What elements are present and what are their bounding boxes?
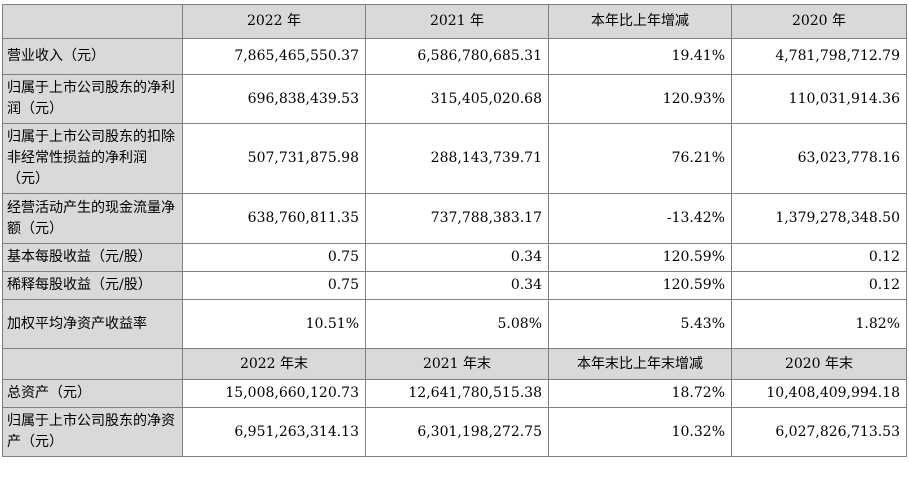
header-cell: 2021 年末 — [365, 348, 549, 380]
value-cell: 63,023,778.16 — [731, 123, 907, 194]
header-cell: 2022 年末 — [182, 348, 366, 380]
value-cell: 288,143,739.71 — [365, 123, 549, 194]
value-cell: 10.32% — [548, 407, 732, 457]
table-row: 归属于上市公司股东的净资产（元） 6,951,263,314.13 6,301,… — [2, 407, 907, 457]
row-label: 经营活动产生的现金流量净额（元） — [2, 193, 183, 244]
table-row: 基本每股收益（元/股） 0.75 0.34 120.59% 0.12 — [2, 243, 907, 272]
value-cell: 6,027,826,713.53 — [731, 407, 907, 457]
value-cell: 5.43% — [548, 299, 732, 349]
row-label: 归属于上市公司股东的扣除非经常性损益的净利润（元） — [2, 123, 183, 194]
row-label: 基本每股收益（元/股） — [2, 243, 183, 272]
header-cell: 2021 年 — [365, 4, 549, 39]
value-cell: 507,731,875.98 — [182, 123, 366, 194]
value-cell: 7,865,465,550.37 — [182, 38, 366, 75]
value-cell: 120.59% — [548, 243, 732, 272]
value-cell: 6,951,263,314.13 — [182, 407, 366, 457]
value-cell: 0.34 — [365, 271, 549, 300]
value-cell: 10,408,409,994.18 — [731, 379, 907, 408]
row-label: 加权平均净资产收益率 — [2, 299, 183, 349]
value-cell: 0.75 — [182, 271, 366, 300]
value-cell: 1.82% — [731, 299, 907, 349]
header-cell: 2020 年 — [731, 4, 907, 39]
row-label: 归属于上市公司股东的净资产（元） — [2, 407, 183, 457]
value-cell: 1,379,278,348.50 — [731, 193, 907, 244]
value-cell: 315,405,020.68 — [365, 74, 549, 124]
header-row-year-end: 2022 年末 2021 年末 本年末比上年末增减 2020 年末 — [2, 348, 907, 380]
row-label: 营业收入（元） — [2, 38, 183, 75]
value-cell: 0.12 — [731, 243, 907, 272]
value-cell: 4,781,798,712.79 — [731, 38, 907, 75]
value-cell: 18.72% — [548, 379, 732, 408]
value-cell: 19.41% — [548, 38, 732, 75]
header-cell: 2020 年末 — [731, 348, 907, 380]
value-cell: 0.75 — [182, 243, 366, 272]
row-label: 稀释每股收益（元/股） — [2, 271, 183, 300]
value-cell: 10.51% — [182, 299, 366, 349]
header-corner-cell — [2, 348, 183, 380]
value-cell: 76.21% — [548, 123, 732, 194]
row-label: 总资产（元） — [2, 379, 183, 408]
table-row: 营业收入（元） 7,865,465,550.37 6,586,780,685.3… — [2, 38, 907, 75]
header-row-year: 2022 年 2021 年 本年比上年增减 2020 年 — [2, 4, 907, 39]
value-cell: 638,760,811.35 — [182, 193, 366, 244]
value-cell: 737,788,383.17 — [365, 193, 549, 244]
value-cell: 0.12 — [731, 271, 907, 300]
header-cell: 本年比上年增减 — [548, 4, 732, 39]
table-row: 加权平均净资产收益率 10.51% 5.08% 5.43% 1.82% — [2, 299, 907, 349]
value-cell: 0.34 — [365, 243, 549, 272]
header-corner-cell — [2, 4, 183, 39]
financial-summary-table: 2022 年 2021 年 本年比上年增减 2020 年 营业收入（元） 7,8… — [2, 4, 907, 457]
value-cell: 15,008,660,120.73 — [182, 379, 366, 408]
value-cell: 6,301,198,272.75 — [365, 407, 549, 457]
value-cell: 12,641,780,515.38 — [365, 379, 549, 408]
table-row: 归属于上市公司股东的净利润（元） 696,838,439.53 315,405,… — [2, 74, 907, 124]
header-cell: 本年末比上年末增减 — [548, 348, 732, 380]
value-cell: 110,031,914.36 — [731, 74, 907, 124]
table-row: 稀释每股收益（元/股） 0.75 0.34 120.59% 0.12 — [2, 271, 907, 300]
table-row: 经营活动产生的现金流量净额（元） 638,760,811.35 737,788,… — [2, 193, 907, 244]
value-cell: 120.93% — [548, 74, 732, 124]
value-cell: 696,838,439.53 — [182, 74, 366, 124]
table-row: 归属于上市公司股东的扣除非经常性损益的净利润（元） 507,731,875.98… — [2, 123, 907, 194]
value-cell: 6,586,780,685.31 — [365, 38, 549, 75]
value-cell: -13.42% — [548, 193, 732, 244]
table-row: 总资产（元） 15,008,660,120.73 12,641,780,515.… — [2, 379, 907, 408]
header-cell: 2022 年 — [182, 4, 366, 39]
value-cell: 120.59% — [548, 271, 732, 300]
value-cell: 5.08% — [365, 299, 549, 349]
row-label: 归属于上市公司股东的净利润（元） — [2, 74, 183, 124]
